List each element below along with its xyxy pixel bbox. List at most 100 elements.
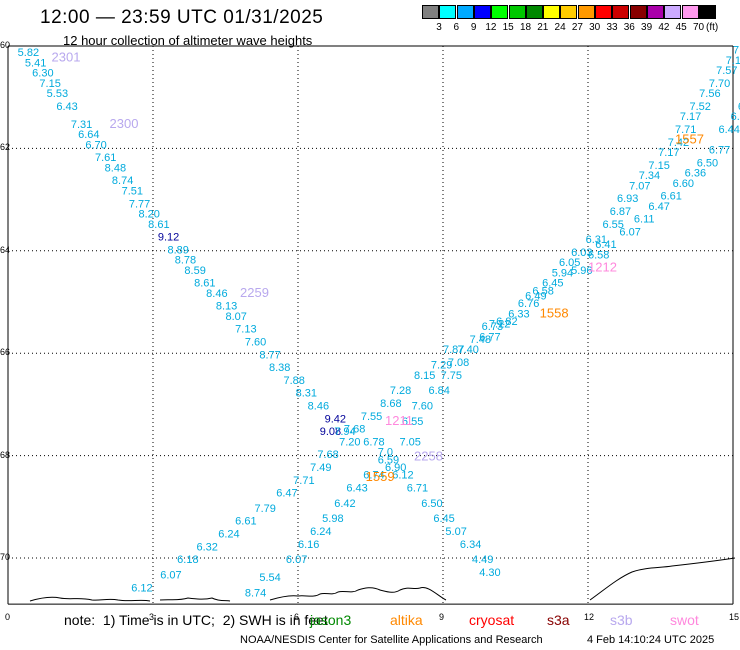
- wave-height-label: 7.94: [334, 426, 355, 438]
- wave-height-labels: 5.825.416.307.155.536.437.316.646.707.61…: [18, 45, 740, 600]
- x-tick-label: 12: [584, 612, 595, 623]
- legend-swatch: [577, 5, 595, 19]
- y-tick-label: -64: [0, 244, 11, 255]
- wave-height-label: 7.42: [668, 137, 689, 149]
- wave-height-label: 8.74: [112, 175, 133, 187]
- wave-height-label: 7.0: [378, 447, 393, 459]
- legend-swatch: [664, 5, 682, 19]
- wave-height-label: 6.61: [661, 191, 682, 203]
- wave-height-label: 5.94: [552, 267, 573, 279]
- wave-height-label: 9.42: [325, 413, 346, 425]
- satellite-key-altika: altika: [390, 612, 423, 628]
- wave-height-label: 6.77: [709, 145, 730, 157]
- legend-swatch: [525, 5, 543, 19]
- wave-height-label: 7.20: [339, 436, 360, 448]
- legend-swatch: [629, 5, 647, 19]
- wave-height-label: 6.03: [571, 247, 592, 259]
- wave-height-label: 6.87: [610, 206, 631, 218]
- wave-height-label: 7.51: [122, 185, 143, 197]
- wave-height-label: 7.17: [658, 147, 679, 159]
- legend-label: 3: [436, 22, 442, 33]
- wave-height-label: 7.29: [431, 360, 452, 372]
- wave-height-label: 5.53: [47, 88, 68, 100]
- wave-height-label: 8.07: [226, 311, 247, 323]
- wave-height-label: 6.58: [588, 249, 609, 261]
- legend-swatch: [543, 5, 561, 19]
- satellite-key-swot: swot: [670, 612, 699, 628]
- wave-height-label: 6.45: [433, 513, 454, 525]
- wave-height-label: 5.41: [25, 57, 46, 69]
- page-subtitle: 12 hour collection of altimeter wave hei…: [63, 33, 313, 48]
- wave-height-label: 7.68: [344, 424, 365, 436]
- wave-height-label: 7.68: [317, 449, 338, 461]
- x-tick-label: 3: [149, 612, 155, 623]
- pass-time-label: 1212: [588, 259, 617, 274]
- wave-height-label: 6.78: [363, 436, 384, 448]
- wave-height-label: 6.47: [648, 201, 669, 213]
- wave-height-label: 7.75: [441, 370, 462, 382]
- pass-time-label: 2301: [52, 49, 81, 64]
- pass-time-label: 2258: [414, 449, 443, 464]
- legend-swatch: [612, 5, 630, 19]
- wave-height-label: 8.48: [105, 162, 126, 174]
- wave-height-label: 6.58: [532, 285, 553, 297]
- legend-label: 45: [675, 22, 687, 33]
- wave-height-label: 7.22: [489, 319, 510, 331]
- wave-height-label: 6.43: [56, 101, 77, 113]
- wave-height-label: 7.48: [470, 334, 491, 346]
- wave-height-label: 7.71: [675, 124, 696, 136]
- satellite-key-jason3: jason3: [310, 612, 352, 628]
- wave-height-label: 7.34: [639, 170, 660, 182]
- y-tick-label: -62: [0, 142, 11, 153]
- wave-height-label: 6.49: [525, 290, 546, 302]
- wave-height-label: 4.30: [479, 567, 500, 579]
- pass-time-label: 2259: [240, 285, 269, 300]
- legend-swatch: [473, 5, 491, 19]
- wave-height-label: 7.88: [284, 375, 305, 387]
- y-tick-label: -70: [0, 552, 11, 562]
- wave-height-label: 7.08: [448, 357, 469, 369]
- wave-height-label: 7.52: [690, 101, 711, 113]
- wave-height-label: 6.93: [617, 193, 638, 205]
- legend-swatch: [698, 5, 716, 19]
- track-labels: 2301 2300 2259 2258 1559 1558 1557 1212 1211: [52, 49, 704, 484]
- x-tick-label: 6: [294, 612, 300, 623]
- wave-height-label: 6.34: [460, 539, 481, 551]
- wave-height-label: 6.32: [197, 541, 218, 553]
- wave-height-label: 8.74: [245, 587, 266, 599]
- wave-height-label: 6.43: [346, 482, 367, 494]
- wave-height-label: 7.17: [680, 111, 701, 123]
- wave-height-label: 7.60: [412, 401, 433, 413]
- wave-height-label: 8.78: [175, 255, 196, 267]
- wave-height-label: 5.96: [571, 265, 592, 277]
- wave-height-label: 4.49: [472, 554, 493, 566]
- wave-height-label: 6.18: [177, 554, 198, 566]
- wave-height-label: 7.49: [310, 462, 331, 474]
- wave-height-label: 6.60: [673, 178, 694, 190]
- pass-time-label: 2300: [110, 116, 139, 131]
- legend-label: 27: [571, 22, 583, 33]
- y-tick-label: -68: [0, 449, 11, 460]
- wave-height-label: 7.70: [709, 78, 730, 90]
- legend-label: 21: [537, 22, 549, 33]
- wave-height-label: 8.61: [148, 219, 169, 231]
- legend-unit: (ft): [706, 22, 719, 33]
- wave-height-label: 6.59: [378, 454, 399, 466]
- wave-height-label: 5.07: [445, 526, 466, 538]
- legend-label: 39: [641, 22, 653, 33]
- wave-height-label: 9.12: [158, 232, 179, 244]
- legend-swatch: [439, 5, 457, 19]
- wave-height-label: 7.92: [733, 45, 740, 57]
- wave-height-label: 5.98: [322, 513, 343, 525]
- wave-height-label: 6.33: [508, 308, 529, 320]
- wave-height-label: 6.44: [719, 124, 740, 136]
- wave-height-label: 6.74: [363, 470, 384, 482]
- wave-height-label: 5.54: [259, 572, 280, 584]
- wave-height-label: 6.83: [731, 111, 740, 123]
- x-tick-label: 9: [439, 612, 445, 623]
- legend-label: 33: [606, 22, 618, 33]
- wave-height-label: 7.56: [699, 88, 720, 100]
- wave-height-label: 7.55: [361, 411, 382, 423]
